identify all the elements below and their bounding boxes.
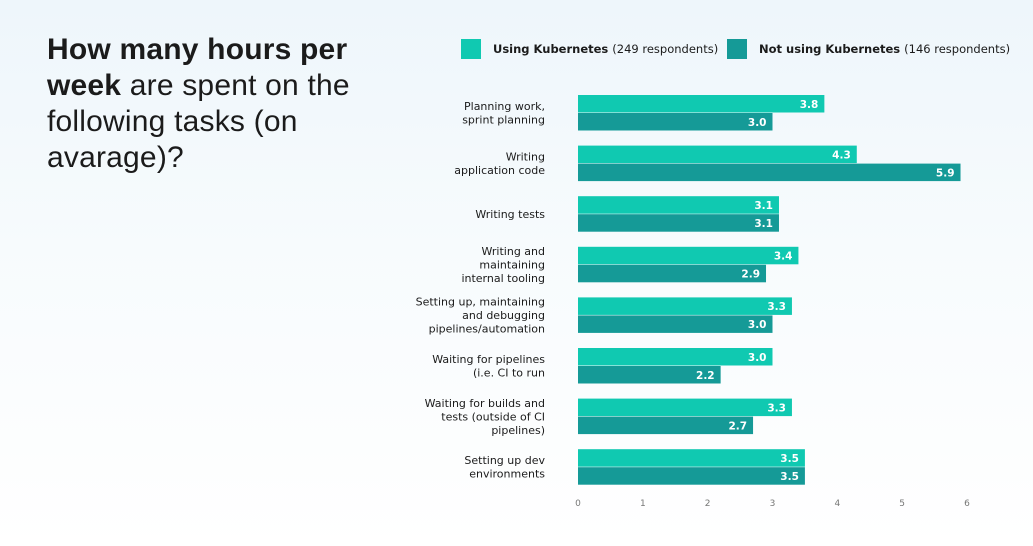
category-label-2-line-0: Writing tests [475, 208, 545, 221]
category-label-6-line-2: pipelines) [491, 424, 545, 437]
bar-value-not-using-kubernetes-4: 3.0 [748, 319, 767, 331]
x-tick-3: 3 [770, 499, 776, 509]
bar-value-using-kubernetes-3: 3.4 [774, 251, 793, 263]
legend-swatch-using [461, 39, 481, 59]
category-label-7-line-1: environments [469, 468, 545, 481]
bar-value-not-using-kubernetes-2: 3.1 [754, 218, 773, 230]
x-tick-4: 4 [834, 499, 840, 509]
category-label-4-line-2: pipelines/automation [429, 323, 545, 336]
chart-title-rest: are spent on the following tasks (on ava… [47, 69, 350, 174]
category-label-1-line-0: Writing [506, 151, 545, 164]
category-label-5-line-1: (i.e. CI to run [473, 367, 545, 380]
category-label-0-line-1: sprint planning [462, 114, 545, 127]
bar-not-using-kubernetes-5 [578, 366, 721, 384]
category-label-0-line-0: Planning work, [464, 100, 545, 113]
bar-value-not-using-kubernetes-5: 2.2 [696, 370, 715, 382]
bar-not-using-kubernetes-2 [578, 214, 779, 232]
bar-not-using-kubernetes-7 [578, 467, 805, 485]
category-label-4-line-0: Setting up, maintaining [416, 296, 545, 309]
bar-value-not-using-kubernetes-7: 3.5 [780, 471, 799, 483]
legend-detail-not-using: (146 respondents) [904, 42, 1011, 56]
bar-not-using-kubernetes-0 [578, 113, 773, 131]
bar-using-kubernetes-0 [578, 95, 825, 113]
category-label-4-line-1: and debugging [462, 309, 545, 322]
category-label-6-line-0: Waiting for builds and [425, 397, 545, 410]
x-tick-6: 6 [964, 499, 970, 509]
bar-not-using-kubernetes-4 [578, 315, 773, 333]
bar-value-not-using-kubernetes-0: 3.0 [748, 117, 767, 129]
bar-using-kubernetes-1 [578, 145, 857, 164]
legend-item-not-using-kubernetes: Not using Kubernetes (146 respondents) [727, 39, 1010, 59]
bar-not-using-kubernetes-3 [578, 264, 767, 283]
legend-name-not-using: Not using Kubernetes [759, 42, 901, 56]
category-label-3-line-2: internal tooling [461, 272, 545, 285]
bar-value-using-kubernetes-0: 3.8 [800, 99, 819, 111]
category-label-6-line-1: tests (outside of CI [441, 410, 545, 423]
bar-using-kubernetes-2 [578, 196, 779, 214]
chart-title-strong: How many hours per week [47, 33, 348, 102]
x-tick-1: 1 [640, 499, 646, 509]
bar-value-using-kubernetes-7: 3.5 [780, 453, 799, 465]
bar-value-not-using-kubernetes-6: 2.7 [728, 420, 747, 432]
bar-value-not-using-kubernetes-3: 2.9 [741, 269, 760, 281]
bar-value-using-kubernetes-5: 3.0 [748, 352, 767, 364]
legend-detail-using: (249 respondents) [612, 42, 719, 56]
bar-not-using-kubernetes-1 [578, 163, 961, 182]
bar-using-kubernetes-4 [578, 297, 792, 315]
bar-using-kubernetes-6 [578, 398, 792, 417]
category-label-5-line-0: Waiting for pipelines [432, 353, 545, 366]
x-tick-2: 2 [705, 499, 711, 509]
bar-value-using-kubernetes-6: 3.3 [767, 402, 786, 414]
x-tick-0: 0 [575, 499, 581, 509]
bar-using-kubernetes-5 [578, 348, 773, 366]
legend-name-using: Using Kubernetes [493, 42, 609, 56]
category-label-1-line-1: application code [454, 164, 545, 177]
bar-using-kubernetes-3 [578, 246, 799, 265]
category-label-7-line-0: Setting up dev [464, 454, 545, 467]
x-tick-5: 5 [899, 499, 905, 509]
category-label-3-line-1: maintaining [479, 259, 545, 272]
bar-value-using-kubernetes-2: 3.1 [754, 200, 773, 212]
category-label-3-line-0: Writing and [482, 245, 545, 258]
chart-title: How many hours per week are spent on the… [47, 32, 367, 176]
legend-item-using-kubernetes: Using Kubernetes (249 respondents) [461, 39, 718, 59]
bar-value-using-kubernetes-1: 4.3 [832, 149, 851, 161]
bar-value-using-kubernetes-4: 3.3 [767, 301, 786, 313]
bar-using-kubernetes-7 [578, 449, 805, 467]
bar-value-not-using-kubernetes-1: 5.9 [936, 167, 955, 179]
bar-not-using-kubernetes-6 [578, 416, 754, 435]
legend-swatch-not-using [727, 39, 747, 59]
